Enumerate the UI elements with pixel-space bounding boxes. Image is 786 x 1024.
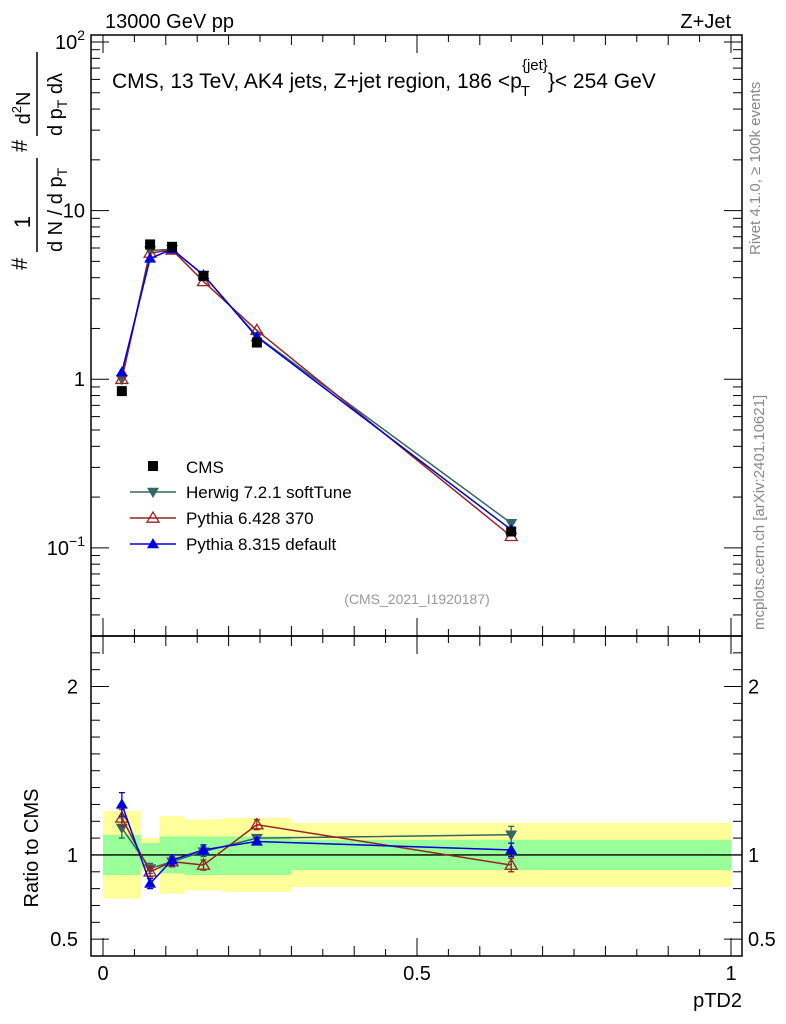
cms-data-point-3 xyxy=(198,270,209,281)
ratio-y-tick-label-right: 1 xyxy=(748,845,759,867)
analysis-id: (CMS_2021_I1920187) xyxy=(344,591,490,607)
legend-label-2: Pythia 8.315 default xyxy=(186,535,337,554)
ratio-point-0-5 xyxy=(505,830,518,841)
ratio-y-tick-label-left: 2 xyxy=(67,677,78,699)
mcplots-label: mcplots.cern.ch [arXiv:2401.10621] xyxy=(751,395,768,630)
header-left: 13000 GeV pp xyxy=(105,11,234,33)
ratio-point-2-4 xyxy=(250,835,263,846)
cms-data-point-4 xyxy=(251,337,262,348)
y-label-denominator-2: d pT dλ xyxy=(45,73,70,136)
legend-label-0: Herwig 7.2.1 softTune xyxy=(186,483,352,502)
ratio-plot: 0 0.5 1 0.5 0.5 1 1 2 2 xyxy=(50,635,776,985)
y-tick-label: 1 xyxy=(74,369,85,391)
y-label-numerator-2: d2N xyxy=(9,92,35,125)
ratio-point-2-1 xyxy=(144,877,157,888)
ratio-point-1-1 xyxy=(142,864,158,877)
y-tick-label: 102 xyxy=(55,27,85,54)
ratio-y-tick-label-right: 2 xyxy=(748,677,759,699)
rivet-version-label: Rivet 4.1.0, ≥ 100k events xyxy=(747,82,764,255)
ratio-y-tick-label-left: 1 xyxy=(67,845,78,867)
y-label-numerator-1: 1 xyxy=(10,216,35,228)
ratio-y-tick-label-left: 0.5 xyxy=(50,929,78,951)
chart-title: CMS, 13 TeV, AK4 jets, Z+jet region, 186… xyxy=(112,57,656,100)
ratio-point-2-3 xyxy=(197,843,210,855)
y-label-hash-1: # xyxy=(7,257,32,270)
cms-data-point-2 xyxy=(167,241,178,252)
x-tick-label: 0.5 xyxy=(403,963,431,985)
ratio-point-2-5 xyxy=(505,843,518,855)
cms-data-point-5 xyxy=(506,526,517,537)
cms-data-point-0 xyxy=(116,386,127,397)
ratio-y-tick-label-right: 0.5 xyxy=(748,929,776,951)
x-tick-label: 0 xyxy=(97,963,108,985)
y-tick-label: 10 xyxy=(63,201,85,223)
main-line-pythia-6-428-370 xyxy=(121,249,512,537)
ratio-point-1-5 xyxy=(504,857,519,870)
header-right: Z+Jet xyxy=(680,11,731,33)
ratio-point-1-4 xyxy=(249,817,264,830)
ratio-point-1-3 xyxy=(196,857,211,870)
ratio-point-2-0 xyxy=(115,798,128,809)
legend-label-1: Pythia 6.428 370 xyxy=(186,509,314,528)
y-tick-label: 10−1 xyxy=(47,533,85,560)
main-point-2-1 xyxy=(144,252,157,263)
main-line-pythia-8-315-default xyxy=(121,248,512,531)
main-point-2-0 xyxy=(115,366,128,377)
legend-marker-0 xyxy=(147,487,159,498)
ratio-line-1 xyxy=(121,817,512,873)
ratio-point-1-0 xyxy=(114,810,129,823)
legend-marker-cms xyxy=(148,461,158,471)
main-y-axis-label: # 1 d N / d pT # d2N d pT dλ xyxy=(7,52,70,270)
cms-data-point-1 xyxy=(145,239,156,250)
y-label-hash-2: # xyxy=(7,139,32,152)
ratio-frame xyxy=(90,635,743,957)
x-axis-label: pTD2 xyxy=(693,990,742,1012)
legend-marker-1 xyxy=(145,510,161,523)
ratio-point-2-2 xyxy=(166,854,179,865)
legend-label-cms: CMS xyxy=(186,458,224,477)
x-tick-label: 1 xyxy=(725,963,736,985)
legend-marker-2 xyxy=(147,538,159,549)
main-point-1-0 xyxy=(114,371,129,385)
ratio-y-axis-label: Ratio to CMS xyxy=(21,789,43,908)
ratio-line-2 xyxy=(121,804,512,885)
legend: CMS Herwig 7.2.1 softTune Pythia 6.428 370… xyxy=(130,458,352,554)
y-label-denominator-1: d N / d pT xyxy=(45,167,70,252)
